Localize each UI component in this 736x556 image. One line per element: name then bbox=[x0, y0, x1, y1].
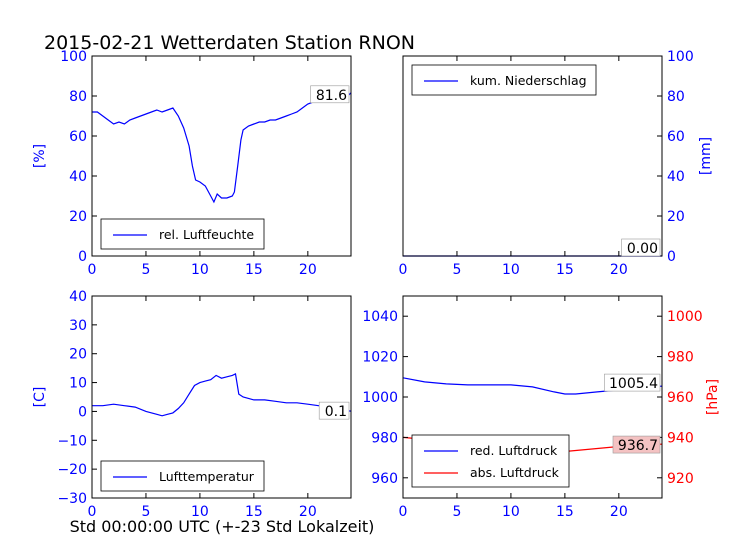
panel-temperature-ytick-label-0: −30 bbox=[57, 491, 87, 507]
panel-temperature-ytick-label-7: 40 bbox=[69, 289, 87, 305]
panel-humidity: 0 5 10 15 20 0 20 40 60 80 100 [%] rel. Luftfeuchte 8… bbox=[32, 49, 352, 278]
panel-temperature-ytick-label-5: 20 bbox=[69, 347, 87, 363]
panel-precipitation-ytick-label-right-4: 80 bbox=[667, 89, 685, 105]
panel-temperature-xtick-label-0: 0 bbox=[88, 504, 97, 520]
panel-pressure-ytick-label-0: 960 bbox=[371, 471, 398, 487]
panel-temperature-ytick-label-2: −10 bbox=[57, 433, 87, 449]
panel-temperature-ytick-label-3: 0 bbox=[78, 404, 87, 420]
panel-temperature-series-0 bbox=[92, 373, 352, 417]
panel-humidity-xtick-label-3: 15 bbox=[245, 262, 263, 278]
x-axis-label: Std 00:00:00 UTC (+-23 Std Lokalzeit) bbox=[70, 517, 375, 536]
panel-pressure-ytick-label-right-0: 920 bbox=[667, 471, 694, 487]
panel-pressure-xtick-label-2: 10 bbox=[502, 504, 520, 520]
panel-pressure-xtick-label-1: 5 bbox=[452, 504, 461, 520]
panel-pressure-badge-abs: 936.7 bbox=[618, 438, 658, 454]
panel-temperature-badge-box bbox=[318, 401, 350, 420]
panel-humidity-frame bbox=[91, 55, 352, 257]
panel-pressure-legend bbox=[411, 434, 570, 488]
panel-temperature-ylabel: [C] bbox=[32, 387, 48, 408]
panel-temperature-frame bbox=[91, 295, 352, 499]
panel-pressure-ytick-label-right-2: 960 bbox=[667, 390, 694, 406]
panel-pressure-ytick-label-right-3: 980 bbox=[667, 350, 694, 366]
panel-humidity-xtick-label-4: 20 bbox=[299, 262, 317, 278]
panel-precipitation-legend bbox=[411, 64, 597, 96]
panel-pressure-ytick-label-4: 1040 bbox=[362, 309, 398, 325]
panel-humidity-legend-label-0: rel. Luftfeuchte bbox=[159, 227, 254, 242]
panel-pressure-legend-label-1: abs. Luftdruck bbox=[470, 465, 560, 480]
panel-precipitation-xtick-label-1: 5 bbox=[452, 262, 461, 278]
panel-humidity-series-0 bbox=[92, 91, 352, 204]
panel-precipitation: 0 5 10 15 20 0 20 40 60 80 100 [mm] kum. Niederschla… bbox=[399, 49, 714, 278]
panel-pressure-badge-red-box bbox=[604, 373, 661, 392]
panel-precipitation-ylabel: [mm] bbox=[698, 137, 714, 175]
panel-precipitation-legend-label-0: kum. Niederschlag bbox=[470, 73, 587, 88]
panel-humidity-xtick-label-2: 10 bbox=[191, 262, 209, 278]
panel-humidity-ytick-label-3: 60 bbox=[69, 129, 87, 145]
panel-precipitation-ytick-label-right-5: 100 bbox=[667, 49, 694, 65]
panel-temperature-ytick-label-6: 30 bbox=[69, 318, 87, 334]
panel-precipitation-xtick-label-2: 10 bbox=[502, 262, 520, 278]
panel-precipitation-ytick-label-right-3: 60 bbox=[667, 129, 685, 145]
chart-title: 2015-02-21 Wetterdaten Station RNON bbox=[44, 32, 415, 54]
panel-pressure-xtick-label-4: 20 bbox=[610, 504, 628, 520]
panel-pressure-badge-abs-box bbox=[612, 435, 661, 454]
panel-precipitation-ytick-label-right-2: 40 bbox=[667, 169, 685, 185]
panel-pressure: 0 5 10 15 20 960 980 1000 1020 1040 920 940 960 980 10… bbox=[362, 295, 721, 520]
panel-precipitation-xtick-label-4: 20 bbox=[610, 262, 628, 278]
panel-temperature-xtick-label-2: 10 bbox=[191, 504, 209, 520]
panel-pressure-xtick-label-0: 0 bbox=[399, 504, 408, 520]
panel-temperature-xtick-label-4: 20 bbox=[299, 504, 317, 520]
panel-precipitation-xtick-label-0: 0 bbox=[399, 262, 408, 278]
panel-humidity-ytick-label-4: 80 bbox=[69, 89, 87, 105]
panel-precipitation-badge-box bbox=[621, 238, 661, 257]
panel-precipitation-xtick-label-3: 15 bbox=[556, 262, 574, 278]
panel-pressure-xtick-label-3: 15 bbox=[556, 504, 574, 520]
panel-temperature-xtick-label-3: 15 bbox=[245, 504, 263, 520]
panel-precipitation-ytick-label-right-0: 0 bbox=[667, 249, 676, 265]
panel-humidity-ytick-label-5: 100 bbox=[60, 49, 87, 65]
panel-pressure-ytick-label-right-4: 1000 bbox=[667, 309, 703, 325]
panel-pressure-ytick-label-right-1: 940 bbox=[667, 430, 694, 446]
panel-temperature-ytick-label-4: 10 bbox=[69, 376, 87, 392]
panel-precipitation-badge: 0.00 bbox=[627, 241, 658, 257]
panel-temperature: 0 5 10 15 20 −30 −20 −10 0 10 20 30 40 [C] Lufttempera… bbox=[32, 289, 352, 520]
panel-humidity-ytick-label-1: 20 bbox=[69, 209, 87, 225]
panel-precipitation-frame bbox=[402, 55, 663, 257]
panel-temperature-badge: 0.1 bbox=[325, 404, 347, 420]
panel-precipitation-ytick-label-right-1: 20 bbox=[667, 209, 685, 225]
panel-temperature-legend-label-0: Lufttemperatur bbox=[159, 469, 255, 484]
panel-temperature-xtick-label-1: 5 bbox=[141, 504, 150, 520]
panel-humidity-xtick-label-0: 0 bbox=[88, 262, 97, 278]
panel-humidity-ylabel: [%] bbox=[32, 144, 48, 168]
panel-temperature-ytick-label-1: −20 bbox=[57, 462, 87, 478]
panel-humidity-badge: 81.6 bbox=[316, 88, 347, 104]
panel-humidity-ytick-label-2: 40 bbox=[69, 169, 87, 185]
panel-pressure-ylabel-right: [hPa] bbox=[705, 379, 721, 415]
panel-pressure-legend-label-0: red. Luftdruck bbox=[470, 443, 558, 458]
panel-humidity-badge-box bbox=[310, 85, 350, 104]
panel-pressure-badge-red: 1005.4 bbox=[609, 376, 658, 392]
panel-humidity-ytick-label-0: 0 bbox=[78, 249, 87, 265]
panel-temperature-legend bbox=[100, 460, 265, 492]
panel-humidity-xtick-label-1: 5 bbox=[141, 262, 150, 278]
panel-pressure-ytick-label-3: 1020 bbox=[362, 350, 398, 366]
panel-humidity-legend bbox=[100, 218, 265, 250]
panel-pressure-ytick-label-1: 980 bbox=[371, 430, 398, 446]
panel-pressure-ytick-label-2: 1000 bbox=[362, 390, 398, 406]
